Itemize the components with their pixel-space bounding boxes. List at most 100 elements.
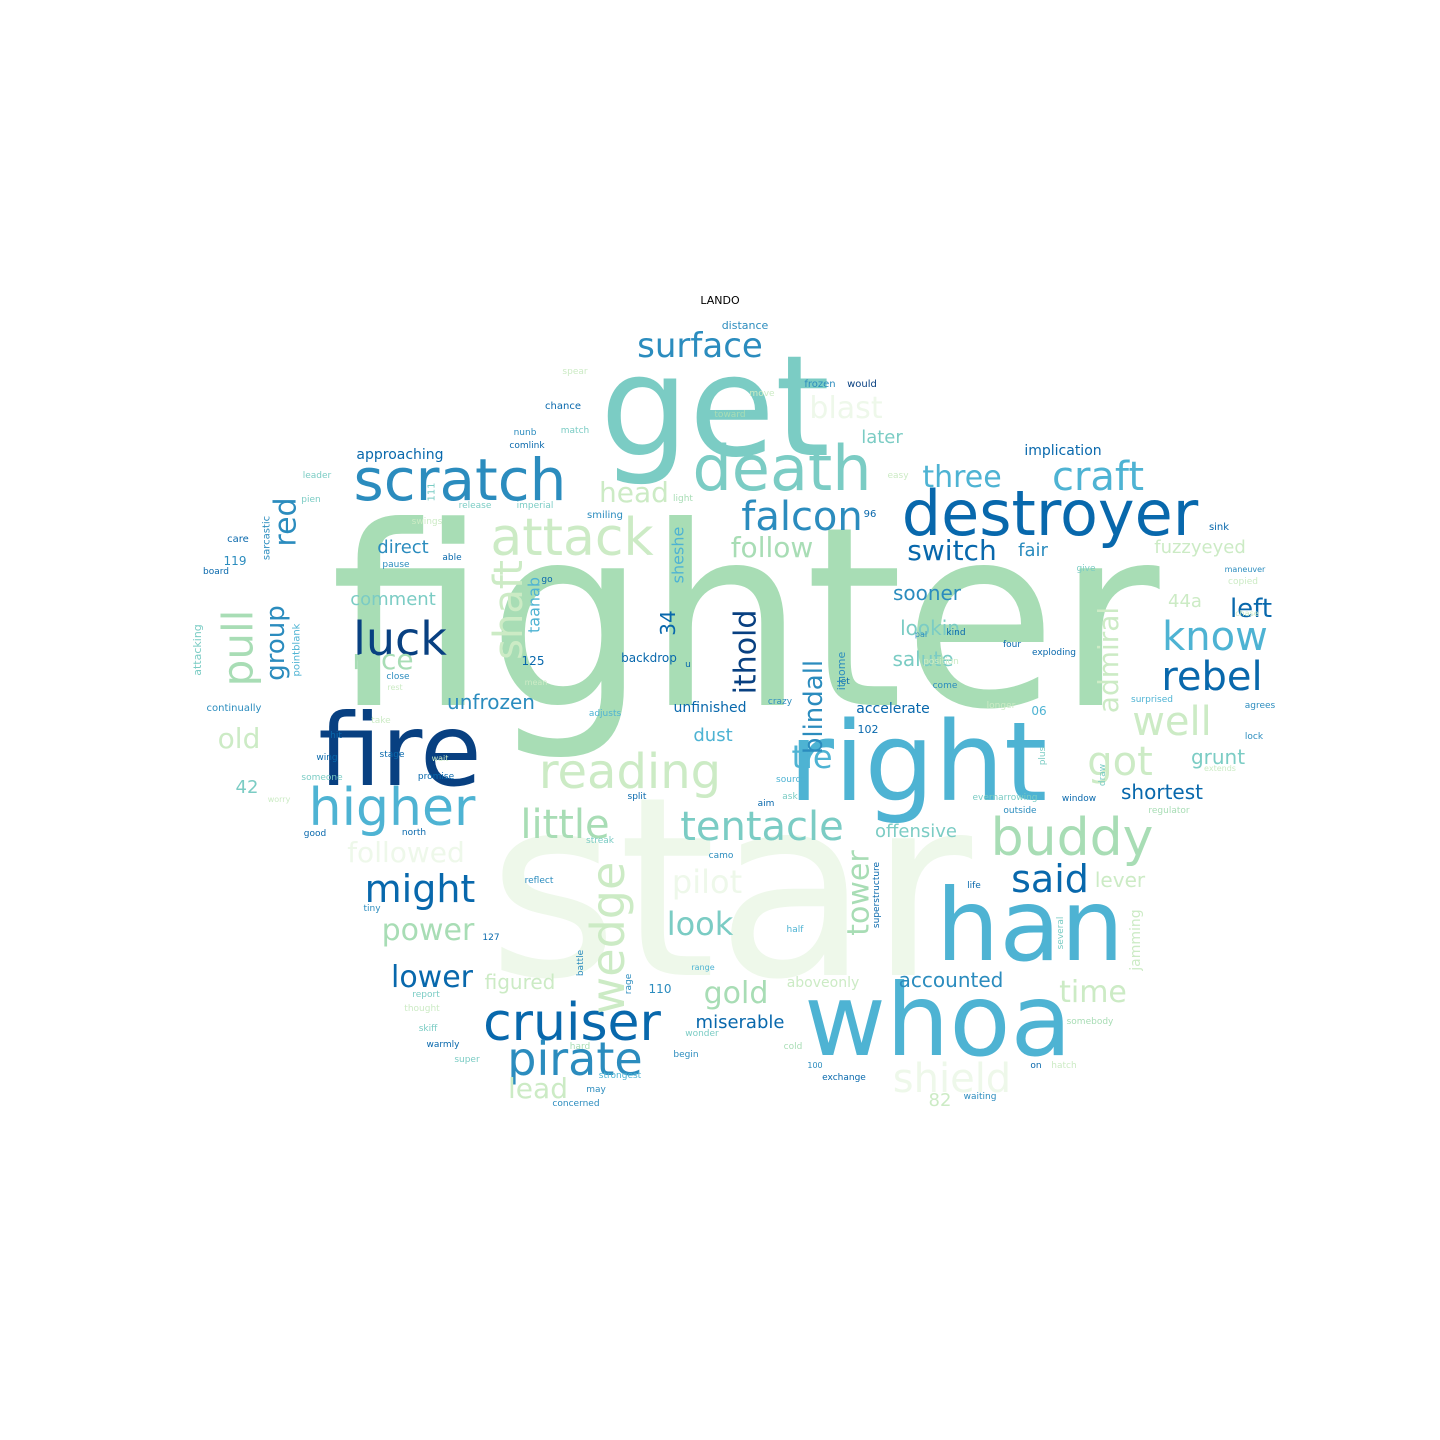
word-offensive: offensive [875,821,957,842]
word-regulator: regulator [1148,806,1190,816]
word-shaft: shaft [486,560,532,660]
word-shield: shield [893,1056,1011,1102]
word-outside: outside [1003,806,1037,816]
word-thought: thought [404,1004,440,1014]
word-grunt: grunt [1191,745,1245,769]
word-hard: hard [570,1042,590,1052]
word-old: old [218,722,261,755]
word-smiling: smiling [587,510,623,521]
word-craft: craft [1052,454,1144,500]
word-surprised: surprised [1131,695,1173,705]
word-light: light [673,494,693,504]
word-tentacle: tentacle [680,804,844,850]
word-four: four [1003,640,1021,650]
word-adjusts: adjusts [589,709,622,719]
word-may: may [586,1085,606,1095]
word-u: u [685,660,691,670]
word-kind: kind [946,628,965,638]
word-source: source [776,775,806,785]
word-fire: fire [318,692,481,809]
word-admiral: admiral [1092,607,1125,713]
word-127: 127 [482,933,499,943]
word-leader: leader [303,471,332,481]
word-distance: distance [722,319,769,332]
word-would: would [847,379,877,390]
word-100: 100 [807,1061,822,1070]
word-44a: 44a [1168,591,1202,612]
word-exchange: exchange [822,1073,866,1083]
word-maneuver: maneuver [1225,565,1266,574]
word-lever: lever [1095,868,1146,892]
word-reflect: reflect [525,876,554,886]
word-chase: chase [1235,609,1259,618]
word-fair: fair [1018,540,1048,561]
word-taanab: taanab [525,577,544,633]
word-shortest: shortest [1121,780,1203,804]
word-sooner: sooner [893,581,962,605]
word-sheshe: sheshe [669,527,688,584]
word-rest: rest [387,683,402,692]
word-come: come [933,681,958,691]
word-comlink: comlink [509,441,545,451]
word-strongest: strongest [599,1071,642,1081]
word-let: let [838,677,850,687]
word-camo: camo [709,851,734,861]
word-give: give [1076,564,1096,574]
word-extends: extends [1204,764,1236,773]
word-sarcastic: sarcastic [262,516,273,560]
word-life: life [967,881,981,891]
word-longer: longer [987,701,1016,711]
word-110: 110 [649,982,672,996]
word-pilot: pilot [672,863,742,901]
word-unfinished: unfinished [674,700,747,716]
word-96: 96 [864,509,877,520]
word-jamming: jamming [1128,909,1144,971]
word-stage: stage [380,750,405,760]
word-spear: spear [562,367,587,377]
word-somebody: somebody [1067,1017,1114,1027]
word-rage: rage [624,973,634,994]
word-crazy: crazy [768,697,793,707]
word-scratch: scratch [354,446,567,514]
word-north: north [402,828,426,838]
word-mean: mean [525,678,548,687]
word-chance: chance [545,401,581,412]
word-blindall: blindall [799,660,829,754]
word-well: well [1132,699,1212,745]
word-han: han [936,867,1124,984]
word-window: window [1062,794,1096,804]
word-copied: copied [1228,577,1258,587]
word-ithold: ithold [729,610,764,695]
word-super: super [454,1055,480,1065]
word-gold: gold [704,976,769,1011]
page-title: LANDO [700,294,740,307]
word-pien: pien [301,495,320,505]
word-switch: switch [907,534,996,567]
word-unfrozen: unfrozen [447,690,535,714]
word-whoa: whoa [804,962,1072,1079]
word-report: report [412,990,440,1000]
word-draw: draw [1098,764,1108,786]
word-cold: cold [784,1042,803,1052]
word-know: know [1162,614,1268,660]
word-rebel: rebel [1161,654,1262,700]
word-hit: hit [330,731,342,741]
word-star: star [488,743,972,1034]
word-promise: promise [418,772,455,782]
word-follow: follow [731,531,814,564]
word-125: 125 [522,654,545,668]
word-able: able [442,553,462,563]
word-fuzzyeyed: fuzzyeyed [1154,537,1246,558]
word-lead: lead [508,1072,568,1105]
word-wedge: wedge [581,862,635,1015]
word-wing: wing [316,753,337,763]
word-hatch: hatch [1051,1061,1076,1071]
word-left: left [1230,594,1272,624]
word-119: 119 [224,554,247,568]
word-111: 111 [427,482,438,501]
word-three: three [922,460,1001,495]
word-head: head [599,476,669,509]
word-look: look [667,905,734,943]
word-evernarrowing: evernarrowing [973,793,1038,803]
word-swings: swings [412,517,443,527]
